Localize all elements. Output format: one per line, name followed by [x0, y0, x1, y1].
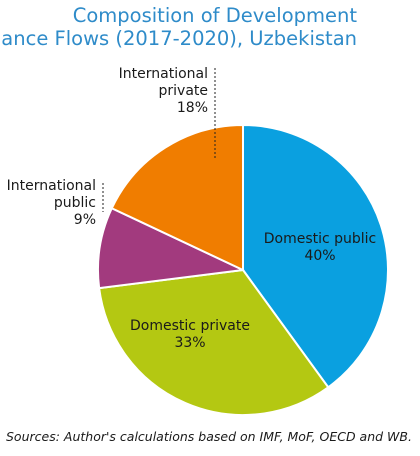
slice-category-label: International: [119, 66, 208, 82]
chart-title-line-2: Finance Flows (2017-2020), Uzbekistan: [0, 27, 357, 50]
pie-labels: Domestic public 40% Domestic private 33% Int…: [7, 66, 377, 351]
pie-slice-domestic-private: [98, 269, 330, 417]
slice-value-label: 9%: [74, 212, 96, 228]
slice-category-label: Domestic public: [264, 231, 377, 247]
slice-value-label: 33%: [174, 335, 205, 351]
slice-label-international-public: International public 9%: [7, 178, 96, 228]
pie-slice-international-public: [96, 207, 244, 290]
slice-category-label: public: [54, 195, 96, 211]
slice-value-label: 18%: [177, 100, 208, 116]
slice-label-international-private: International private 18%: [119, 66, 208, 116]
chart-title-line-1: Composition of Development: [73, 4, 358, 27]
slice-category-label: International: [7, 178, 96, 194]
slice-category-label: Domestic private: [130, 318, 250, 334]
pie-slice-domestic-public: [242, 124, 389, 389]
slice-label-domestic-private: Domestic private 33%: [130, 318, 250, 351]
pie-slices: [96, 124, 389, 417]
slice-label-domestic-public: Domestic public 40%: [264, 231, 377, 264]
source-note: Sources: Author's calculations based on …: [6, 429, 412, 444]
slice-category-label: private: [159, 83, 209, 99]
pie-slice-international-private: [110, 124, 244, 271]
slice-value-label: 40%: [304, 248, 335, 264]
